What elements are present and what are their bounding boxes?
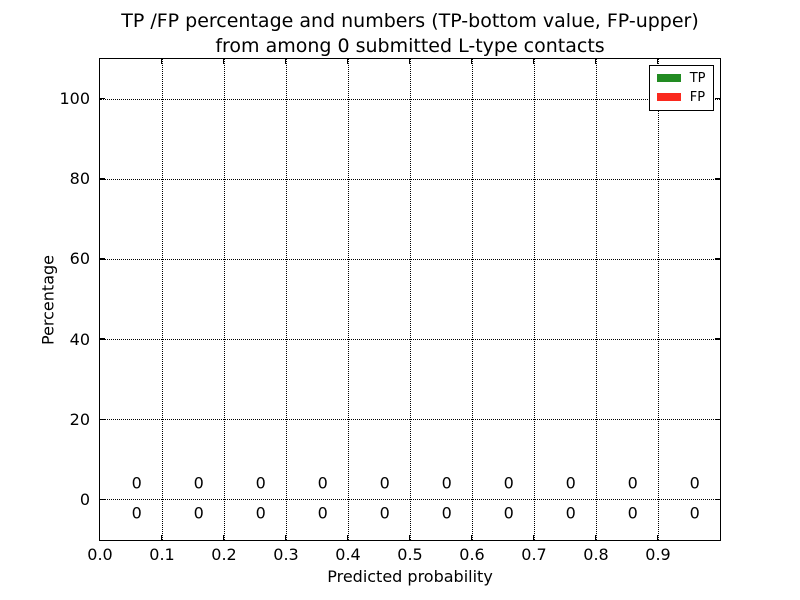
x-tick-mark-top	[160, 58, 163, 64]
gridline-horizontal	[99, 98, 720, 100]
fp-legend-label: FP	[689, 89, 706, 105]
x-tick-mark-top	[470, 58, 473, 64]
gridline-vertical	[285, 58, 287, 540]
x-tick-mark	[594, 534, 597, 540]
gridline-horizontal	[99, 499, 720, 501]
x-tick-mark	[160, 534, 163, 540]
x-tick-mark	[346, 534, 349, 540]
y-tick-mark-right	[714, 498, 720, 501]
x-tick-label: 0.5	[397, 545, 423, 564]
y-tick-label: 0	[79, 489, 90, 509]
x-tick-label: 0.3	[273, 545, 299, 564]
gridline-vertical	[409, 58, 411, 540]
y-tick-label: 100	[59, 89, 90, 109]
x-tick-mark-top	[284, 58, 287, 64]
gridline-vertical	[657, 58, 659, 540]
y-tick-label: 40	[69, 329, 90, 349]
gridline-vertical	[471, 58, 473, 540]
y-tick-mark-right	[714, 418, 720, 420]
x-tick-mark	[532, 534, 535, 540]
plot-area: TP FP 0 0 0 0 0 0 0 0 0 0 0 0 0 0 0 0 0 0 0 0	[98, 57, 721, 541]
x-tick-mark	[284, 534, 287, 540]
gridline-vertical	[595, 58, 597, 540]
gridline-horizontal	[99, 419, 720, 421]
count-label-fp: 0	[317, 473, 328, 493]
legend-entry-tp: TP	[656, 70, 706, 86]
y-tick-mark	[99, 178, 105, 180]
y-tick-mark	[99, 97, 105, 100]
x-tick-mark	[98, 534, 101, 540]
count-label-fp: 0	[255, 473, 266, 493]
x-tick-mark	[408, 534, 411, 540]
y-tick-label: 20	[69, 409, 90, 429]
count-label-fp: 0	[193, 473, 204, 493]
x-tick-mark-top	[98, 58, 101, 64]
count-label-tp: 0	[503, 503, 514, 523]
count-label-fp: 0	[627, 473, 638, 493]
y-tick-label: 80	[69, 169, 90, 189]
gridline-vertical	[347, 58, 349, 540]
fp-legend-swatch	[656, 93, 681, 101]
count-label-fp: 0	[565, 473, 576, 493]
x-tick-label: 0.7	[521, 545, 547, 564]
y-tick-mark	[99, 498, 105, 501]
gridline-horizontal	[99, 258, 720, 260]
gridline-horizontal	[99, 339, 720, 341]
count-label-tp: 0	[689, 503, 700, 523]
gridline-vertical	[533, 58, 535, 540]
y-tick-mark	[99, 338, 105, 340]
y-tick-mark-right	[714, 338, 720, 340]
x-tick-mark-top	[594, 58, 597, 64]
y-tick-mark-right	[714, 178, 720, 180]
gridline-vertical	[161, 58, 163, 540]
count-label-tp: 0	[317, 503, 328, 523]
tp-legend-swatch	[656, 74, 681, 82]
x-tick-mark	[656, 534, 659, 540]
y-tick-mark	[99, 258, 105, 260]
gridline-vertical	[223, 58, 225, 540]
count-label-tp: 0	[131, 503, 142, 523]
x-tick-label: 0.4	[335, 545, 361, 564]
x-tick-mark-top	[532, 58, 535, 64]
chart-title: TP /FP percentage and numbers (TP-bottom…	[100, 9, 720, 59]
count-label-fp: 0	[689, 473, 700, 493]
x-tick-mark-top	[408, 58, 411, 64]
count-label-tp: 0	[441, 503, 452, 523]
count-label-tp: 0	[193, 503, 204, 523]
chart-title-line-1: TP /FP percentage and numbers (TP-bottom…	[121, 10, 699, 32]
count-label-fp: 0	[503, 473, 514, 493]
x-tick-label: 0.1	[149, 545, 175, 564]
x-axis-label: Predicted probability	[327, 567, 493, 586]
legend: TP FP	[648, 64, 714, 111]
y-tick-mark-right	[714, 97, 720, 100]
chart-title-line-2: from among 0 submitted L-type contacts	[215, 35, 605, 57]
count-label-tp: 0	[627, 503, 638, 523]
count-label-tp: 0	[565, 503, 576, 523]
count-label-fp: 0	[379, 473, 390, 493]
legend-entry-fp: FP	[656, 89, 706, 105]
x-tick-mark-top	[346, 58, 349, 64]
y-tick-mark-right	[714, 258, 720, 260]
x-tick-label: 0.2	[211, 545, 237, 564]
count-label-fp: 0	[131, 473, 142, 493]
tp-legend-label: TP	[689, 70, 706, 86]
x-tick-mark-top	[222, 58, 225, 64]
x-tick-label: 0.0	[87, 545, 113, 564]
x-tick-mark-top	[656, 58, 659, 64]
y-tick-label: 60	[69, 249, 90, 269]
y-tick-mark	[99, 418, 105, 420]
count-label-tp: 0	[379, 503, 390, 523]
x-tick-mark	[470, 534, 473, 540]
count-label-fp: 0	[441, 473, 452, 493]
x-tick-label: 0.8	[583, 545, 609, 564]
x-tick-label: 0.9	[645, 545, 671, 564]
count-label-tp: 0	[255, 503, 266, 523]
gridline-horizontal	[99, 178, 720, 180]
x-tick-label: 0.6	[459, 545, 485, 564]
x-tick-mark	[222, 534, 225, 540]
